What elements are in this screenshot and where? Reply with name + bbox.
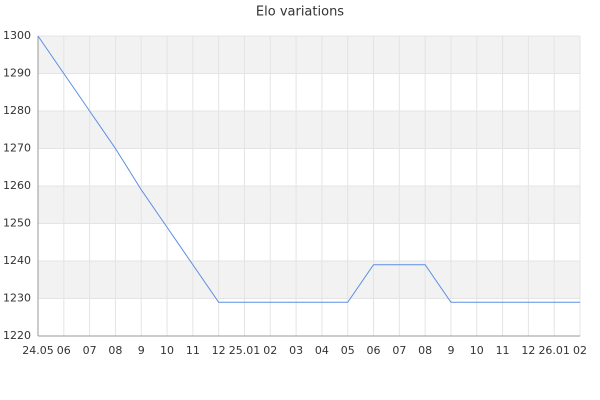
x-tick-label: 02 — [573, 344, 587, 357]
x-tick-label: 06 — [57, 344, 71, 357]
x-tick-label: 03 — [289, 344, 303, 357]
x-tick-label: 05 — [341, 344, 355, 357]
x-tick-label: 9 — [447, 344, 454, 357]
x-tick-label: 10 — [160, 344, 174, 357]
y-tick-label: 1300 — [3, 29, 31, 42]
x-tick-label: 02 — [263, 344, 277, 357]
grid-band — [38, 36, 580, 74]
y-tick-label: 1230 — [3, 292, 31, 305]
x-tick-label: 12 — [521, 344, 535, 357]
x-tick-label: 12 — [212, 344, 226, 357]
x-tick-label: 07 — [83, 344, 97, 357]
chart-title: Elo variations — [256, 5, 344, 20]
x-tick-label: 08 — [108, 344, 122, 357]
x-tick-label: 9 — [138, 344, 145, 357]
grid-band — [38, 186, 580, 224]
y-tick-label: 1290 — [3, 67, 31, 80]
x-tick-label: 04 — [315, 344, 329, 357]
y-tick-label: 1260 — [3, 179, 31, 192]
y-tick-label: 1270 — [3, 142, 31, 155]
x-tick-label: 24.05 — [22, 344, 54, 357]
x-tick-label: 25.01 — [229, 344, 261, 357]
y-tick-label: 1220 — [3, 329, 31, 342]
grid-band — [38, 261, 580, 299]
x-tick-label: 26.01 — [538, 344, 570, 357]
x-tick-label: 06 — [367, 344, 381, 357]
y-tick-label: 1280 — [3, 104, 31, 117]
line-series — [37, 35, 580, 303]
grid-band — [38, 111, 580, 149]
x-tick-label: 10 — [470, 344, 484, 357]
x-tick-label: 11 — [496, 344, 510, 357]
y-tick-label: 1240 — [3, 254, 31, 267]
x-tick-label: 08 — [418, 344, 432, 357]
x-tick-label: 11 — [186, 344, 200, 357]
y-tick-label: 1250 — [3, 217, 31, 230]
x-tick-label: 07 — [392, 344, 406, 357]
